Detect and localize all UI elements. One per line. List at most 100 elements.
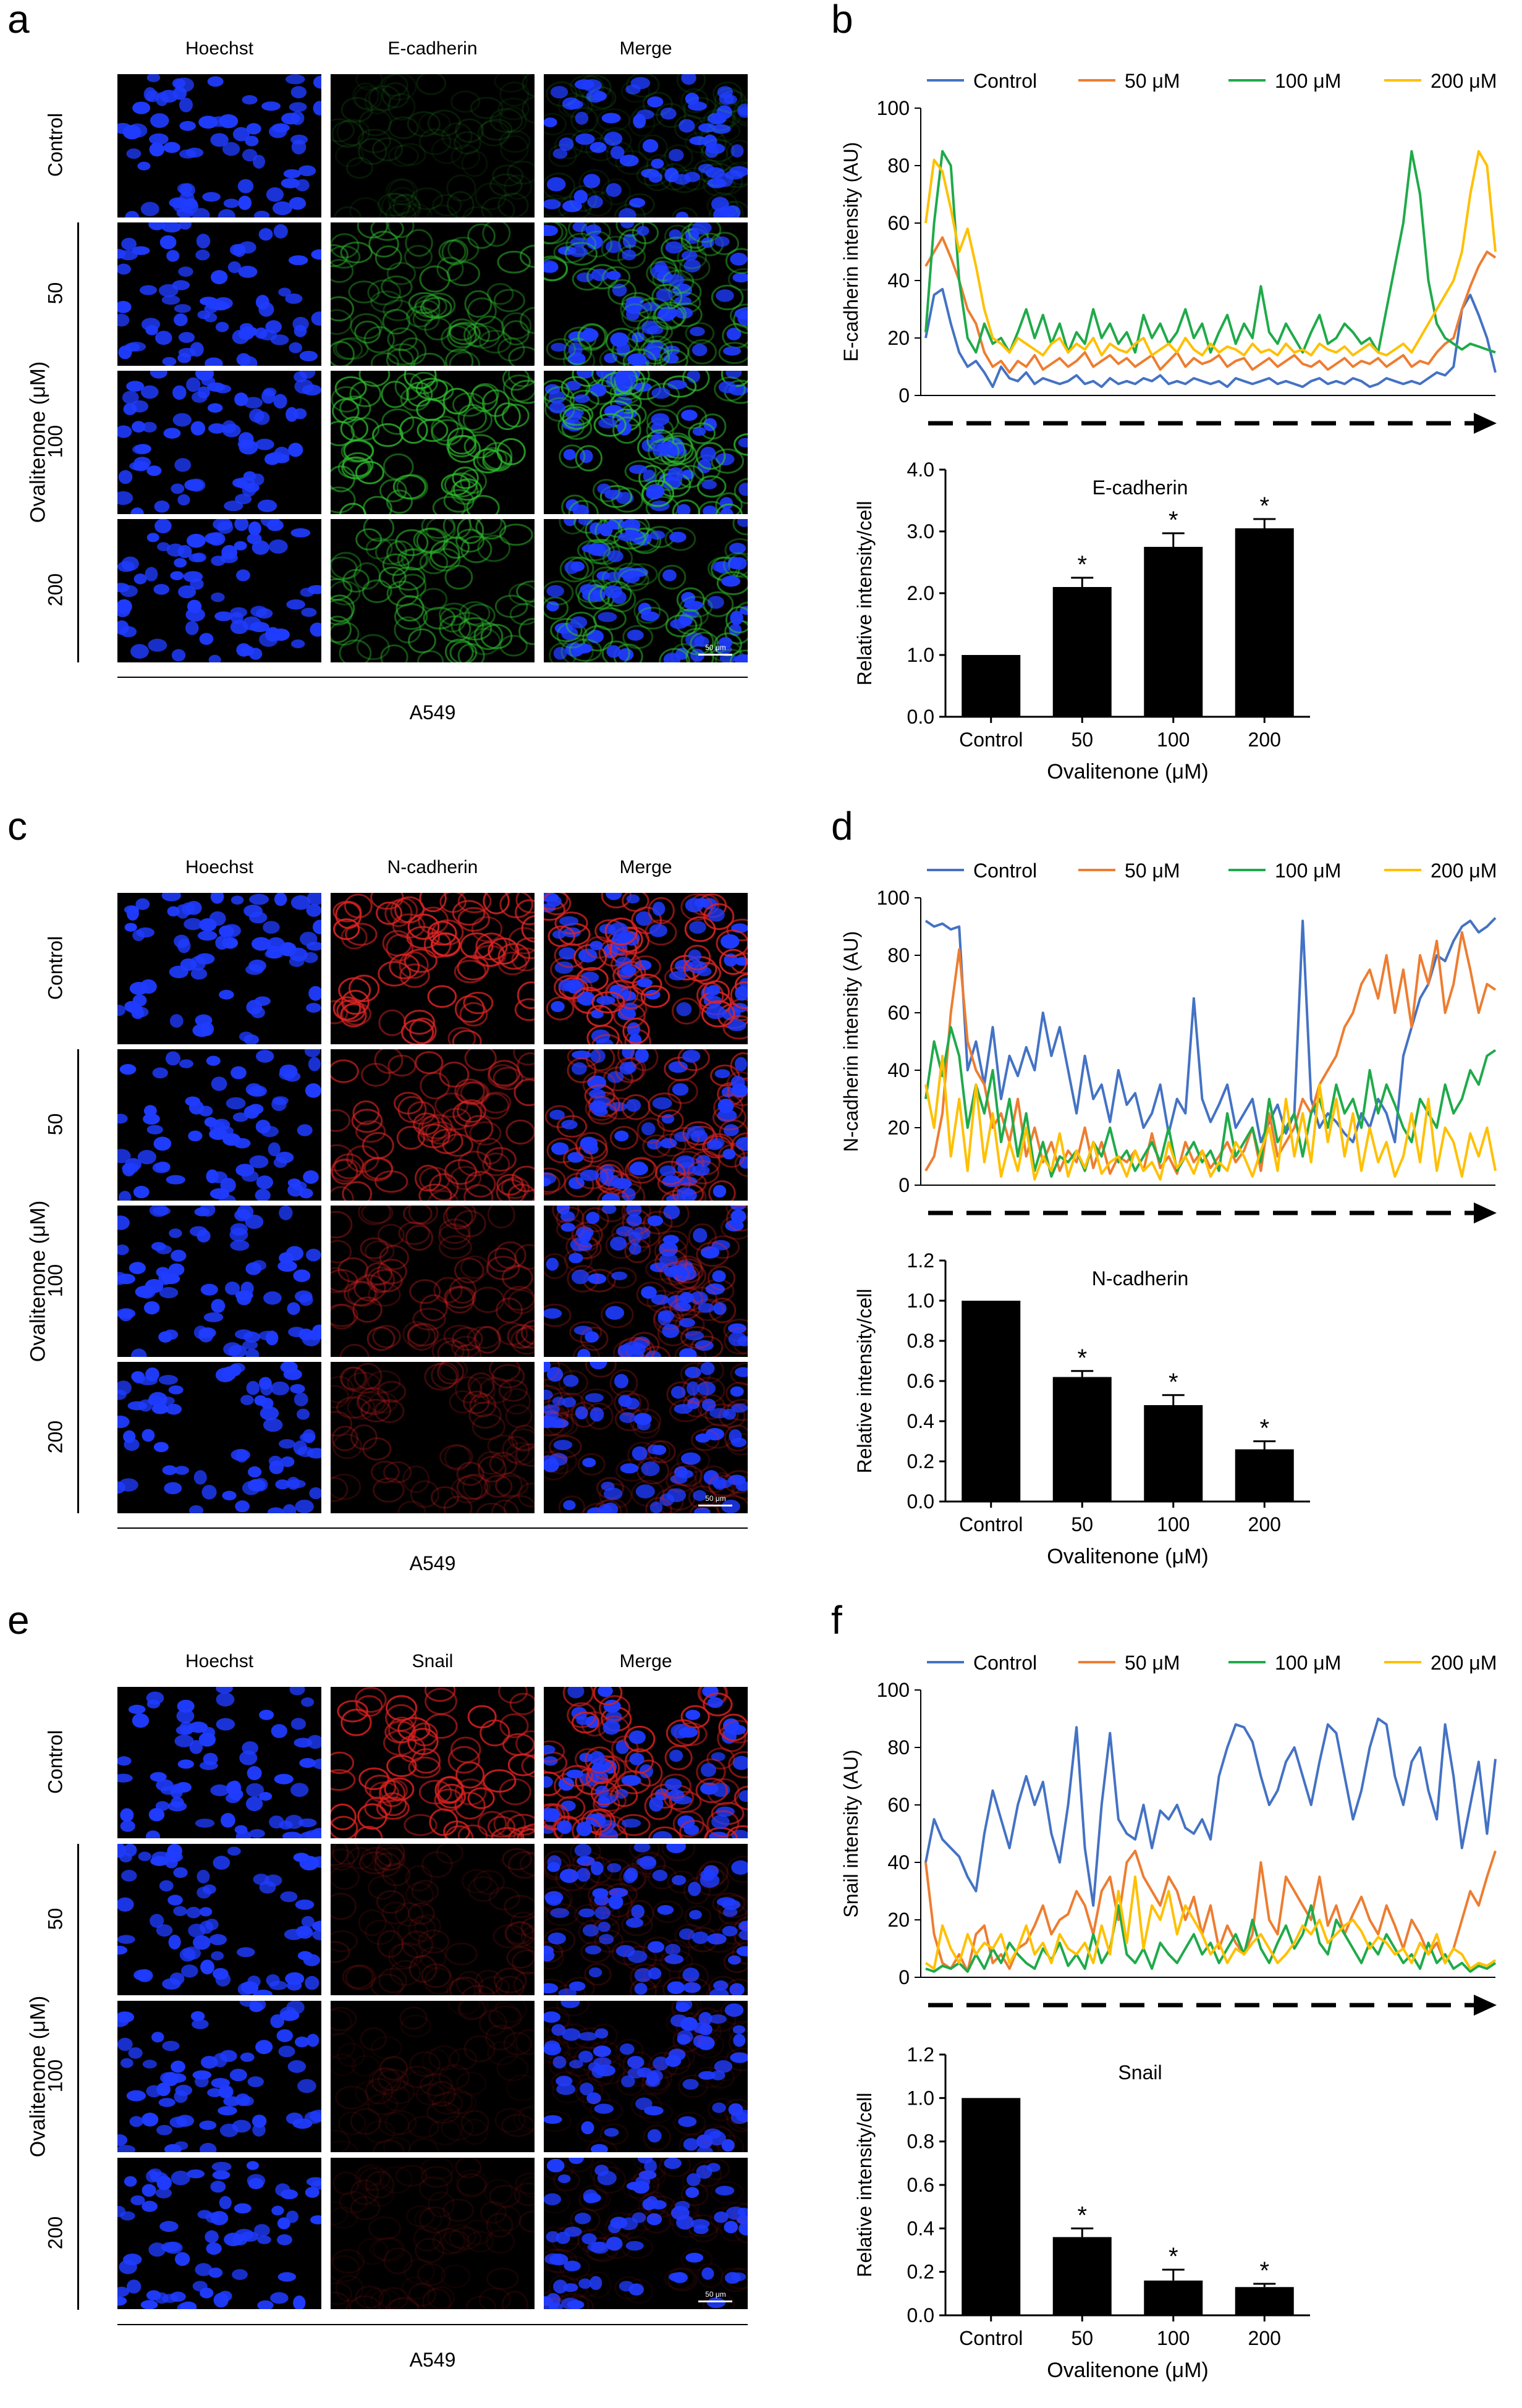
membrane-signal: [464, 290, 493, 318]
nucleus: [290, 639, 305, 649]
micrograph-marker-100: [331, 371, 535, 514]
nucleus: [306, 1248, 321, 1262]
membrane-signal: [546, 81, 578, 107]
micrograph-image: [117, 1206, 321, 1357]
membrane-signal: [413, 352, 446, 366]
nucleus: [552, 148, 568, 159]
membrane-signal: [374, 245, 402, 271]
membrane-signal: [701, 1000, 735, 1028]
nucleus: [300, 931, 318, 947]
membrane-signal: [364, 2183, 395, 2207]
nucleus: [304, 1049, 321, 1057]
column-header-hoechst: Hoechst: [185, 857, 254, 877]
membrane-signal: [501, 403, 530, 428]
nucleus: [117, 1935, 135, 1944]
group-bracket: [77, 1049, 79, 1513]
membrane-signal: [570, 1844, 601, 1865]
membrane-signal: [610, 371, 638, 393]
column-header-snail: Snail: [412, 1651, 454, 1671]
nucleus: [682, 1049, 701, 1063]
membrane-signal: [703, 903, 735, 931]
nucleus: [198, 1327, 216, 1338]
nucleus: [728, 1474, 746, 1485]
micrograph-hoechst-200: [117, 1362, 321, 1513]
membrane-signal: [730, 303, 748, 328]
membrane-signal: [732, 2203, 748, 2225]
nucleus: [700, 1362, 715, 1375]
membrane-signal: [668, 169, 701, 193]
membrane-signal: [399, 416, 428, 444]
membrane-signal: [416, 74, 447, 95]
nucleus: [117, 1215, 130, 1230]
membrane-signal: [464, 1049, 497, 1071]
membrane-signal: [514, 2182, 535, 2207]
membrane-signal: [414, 2237, 445, 2263]
membrane-signal: [607, 1173, 642, 1198]
membrane-signal: [623, 1945, 657, 1972]
membrane-signal: [345, 923, 378, 946]
membrane-signal: [620, 295, 653, 323]
nucleus: [172, 413, 192, 427]
membrane-signal: [445, 1286, 475, 1314]
nucleus: [688, 1882, 701, 1896]
membrane-signal: [408, 1902, 435, 1925]
membrane-signal: [710, 2181, 744, 2204]
nucleus: [607, 1071, 624, 1083]
membrane-signal: [354, 1825, 383, 1838]
nucleus: [670, 619, 688, 629]
nucleus: [683, 1824, 700, 1835]
membrane-signal: [372, 423, 404, 447]
membrane-signal: [631, 1479, 665, 1507]
nucleus: [153, 1136, 172, 1151]
nucleus: [700, 1763, 717, 1777]
nucleus: [258, 228, 273, 241]
membrane-signal: [482, 222, 511, 247]
membrane-signal: [354, 2165, 382, 2191]
nucleus: [279, 1206, 293, 1220]
membrane-signal: [564, 1172, 594, 1198]
membrane-signal: [673, 1464, 703, 1487]
membrane-signal: [515, 1443, 535, 1467]
nucleus: [268, 1507, 284, 1513]
membrane-signal: [383, 2247, 413, 2275]
nucleus: [159, 1286, 179, 1299]
nucleus: [662, 1324, 680, 1338]
micrograph-merge-200: 50 μm: [544, 519, 748, 662]
membrane-signal: [630, 2093, 662, 2119]
scan-direction-arrowhead: [1474, 1995, 1497, 2016]
nucleus: [730, 610, 743, 625]
nucleus: [190, 421, 206, 436]
membrane-signal: [717, 1144, 745, 1168]
membrane-signal: [479, 329, 512, 354]
nucleus: [547, 1932, 566, 1945]
nucleus: [635, 911, 653, 926]
membrane-signal: [442, 536, 470, 559]
membrane-signal: [515, 2172, 535, 2195]
nucleus: [626, 894, 640, 904]
membrane-signal: [350, 313, 383, 340]
membrane-signal: [425, 1713, 458, 1739]
nucleus: [569, 1253, 583, 1264]
micrograph-merge-50: [544, 1844, 748, 1995]
group-bracket: [77, 1844, 79, 2310]
nucleus: [724, 2271, 741, 2284]
nucleus: [651, 2200, 667, 2210]
nucleus: [621, 1775, 641, 1786]
nucleus: [308, 986, 321, 1001]
membrane-signal: [449, 1976, 481, 1995]
nucleus: [193, 1935, 211, 1950]
nucleus: [559, 1869, 579, 1883]
nucleus: [597, 483, 611, 494]
membrane-signal: [396, 1126, 425, 1150]
membrane-signal: [340, 925, 368, 950]
nucleus: [574, 79, 594, 90]
membrane-signal: [544, 397, 575, 422]
nucleus: [145, 1830, 161, 1838]
membrane-signal: [717, 1895, 748, 1919]
membrane-signal: [522, 74, 535, 97]
membrane-signal: [544, 2006, 570, 2032]
nucleus: [177, 1759, 194, 1769]
nucleus: [150, 113, 169, 129]
membrane-signal: [455, 1376, 483, 1404]
membrane-signal: [332, 996, 361, 1021]
